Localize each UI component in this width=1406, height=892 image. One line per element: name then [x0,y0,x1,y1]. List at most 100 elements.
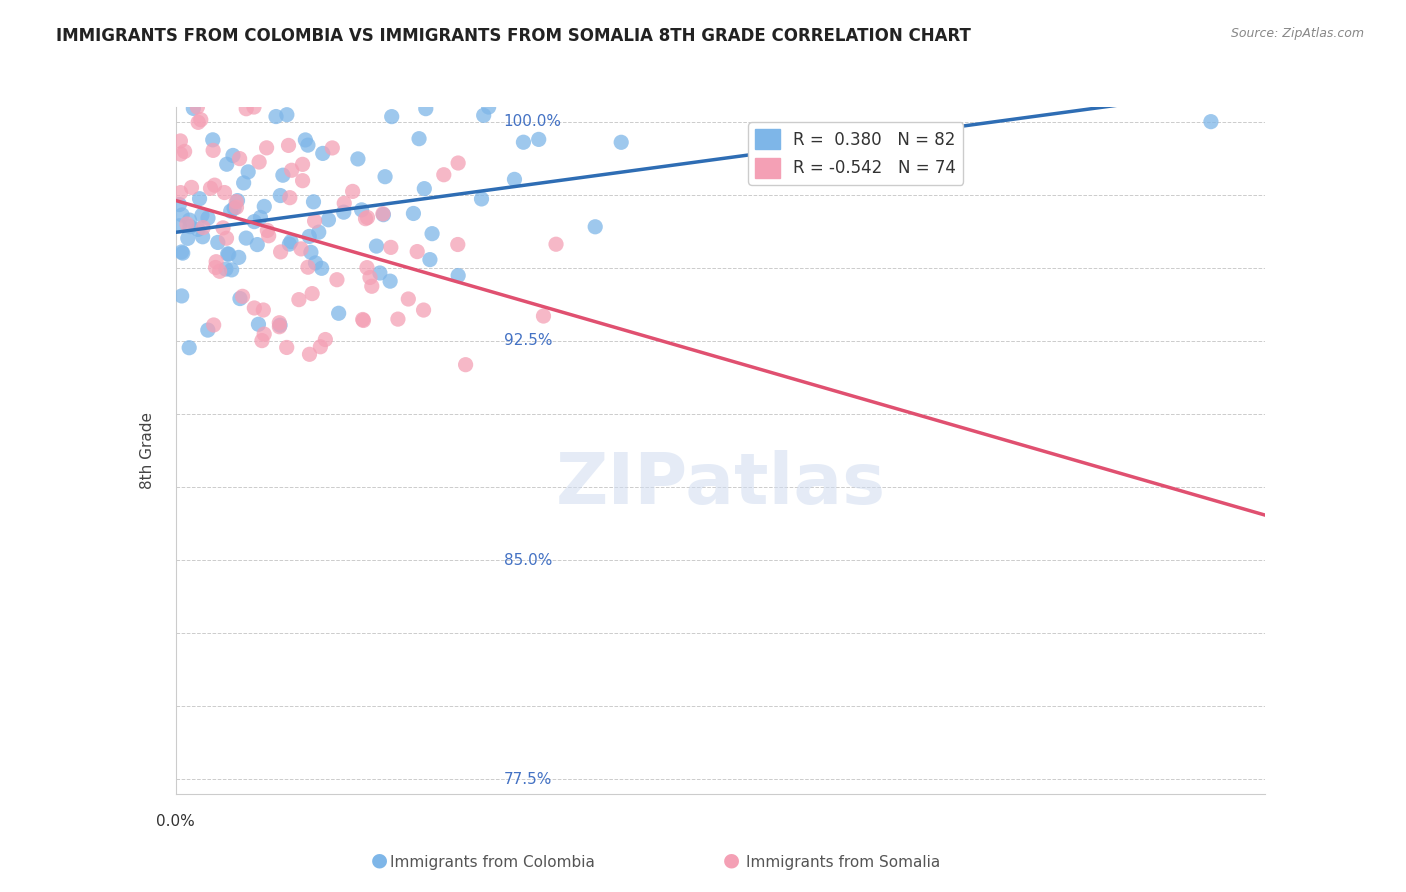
Immigrants from Colombia [264,110,287,124]
Immigrants from Colombia [218,247,240,261]
Immigrants from Colombia [170,289,193,303]
Text: Immigrants from Somalia: Immigrants from Somalia [747,855,941,870]
Immigrants from Colombia [368,266,391,280]
Immigrants from Somalia [354,211,377,226]
Immigrants from Somalia [356,260,378,275]
Text: 100.0%: 100.0% [503,114,562,129]
Text: Immigrants from Colombia: Immigrants from Colombia [389,855,595,870]
Immigrants from Colombia [243,214,266,228]
Immigrants from Colombia [247,318,270,332]
Immigrants from Colombia [179,213,201,227]
Immigrants from Somalia [269,319,291,334]
Immigrants from Colombia [297,138,319,153]
Immigrants from Somalia [180,180,202,194]
Immigrants from Somalia [333,196,356,211]
Immigrants from Somalia [396,292,419,306]
Text: 85.0%: 85.0% [503,552,553,567]
Immigrants from Colombia [299,245,322,260]
Immigrants from Somalia [253,327,276,342]
Immigrants from Somalia [304,214,326,228]
Immigrants from Colombia [177,231,200,245]
Immigrants from Somalia [208,264,231,278]
Immigrants from Colombia [332,205,354,219]
Immigrants from Colombia [201,133,224,147]
Immigrants from Somalia [291,157,314,171]
Immigrants from Somalia [533,309,555,323]
Immigrants from Colombia [278,237,301,252]
Immigrants from Colombia [420,227,443,241]
Immigrants from Colombia [311,261,333,276]
Immigrants from Somalia [204,260,226,275]
Immigrants from Colombia [472,108,495,122]
Immigrants from Colombia [179,219,201,234]
Text: IMMIGRANTS FROM COLOMBIA VS IMMIGRANTS FROM SOMALIA 8TH GRADE CORRELATION CHART: IMMIGRANTS FROM COLOMBIA VS IMMIGRANTS F… [56,27,972,45]
Text: ●: ● [723,851,740,870]
Text: ZIPatlas: ZIPatlas [555,450,886,519]
Immigrants from Somalia [314,333,336,347]
Immigrants from Somalia [204,178,226,193]
Immigrants from Somalia [277,138,299,153]
Text: 77.5%: 77.5% [503,772,553,787]
Immigrants from Somalia [356,211,378,225]
Immigrants from Colombia [527,132,550,146]
Immigrants from Colombia [228,251,250,265]
Immigrants from Somalia [169,147,191,161]
Immigrants from Colombia [172,208,194,222]
Immigrants from Somalia [200,181,222,195]
Immigrants from Somalia [225,194,247,209]
Immigrants from Colombia [253,199,276,213]
Immigrants from Colombia [219,204,242,219]
Immigrants from Colombia [217,247,239,261]
Y-axis label: 8th Grade: 8th Grade [141,412,155,489]
Immigrants from Somalia [544,237,567,252]
Immigrants from Colombia [413,181,436,195]
Immigrants from Somalia [290,242,312,256]
Immigrants from Somalia [309,340,332,354]
Immigrants from Somalia [447,156,470,170]
Immigrants from Somalia [352,313,374,327]
Immigrants from Colombia [222,201,245,215]
Immigrants from Colombia [221,263,243,277]
Immigrants from Somalia [380,240,402,254]
Immigrants from Colombia [402,206,425,220]
Immigrants from Somalia [212,220,235,235]
Immigrants from Somalia [257,228,280,243]
Immigrants from Colombia [366,239,388,253]
Immigrants from Somalia [176,217,198,231]
Immigrants from Colombia [280,235,302,249]
Immigrants from Somalia [454,358,477,372]
Immigrants from Colombia [470,192,492,206]
Immigrants from Colombia [610,136,633,150]
Immigrants from Colombia [169,197,191,211]
Immigrants from Somalia [186,100,208,114]
Immigrants from Somalia [270,244,292,259]
Immigrants from Somalia [205,254,228,268]
Immigrants from Somalia [433,168,456,182]
Immigrants from Somalia [256,141,278,155]
Immigrants from Colombia [302,194,325,209]
Immigrants from Colombia [269,188,291,202]
Immigrants from Somalia [278,191,301,205]
Immigrants from Colombia [276,108,298,122]
Immigrants from Somalia [235,102,257,116]
Immigrants from Somalia [321,141,343,155]
Immigrants from Colombia [187,222,209,236]
Immigrants from Somalia [342,185,364,199]
Immigrants from Somalia [215,231,238,245]
Immigrants from Somalia [412,303,434,318]
Immigrants from Somalia [326,273,349,287]
Immigrants from Somalia [214,186,236,200]
Immigrants from Somalia [280,163,302,178]
Immigrants from Colombia [304,256,326,270]
Immigrants from Somalia [231,289,253,303]
Text: 92.5%: 92.5% [503,334,553,349]
Immigrants from Colombia [308,225,330,239]
Immigrants from Colombia [271,168,294,182]
Immigrants from Colombia [374,169,396,184]
Immigrants from Somalia [352,312,374,326]
Immigrants from Somalia [202,318,225,332]
Immigrants from Somalia [387,312,409,326]
Immigrants from Colombia [350,202,373,217]
Immigrants from Colombia [347,152,370,166]
Immigrants from Somalia [247,155,270,169]
